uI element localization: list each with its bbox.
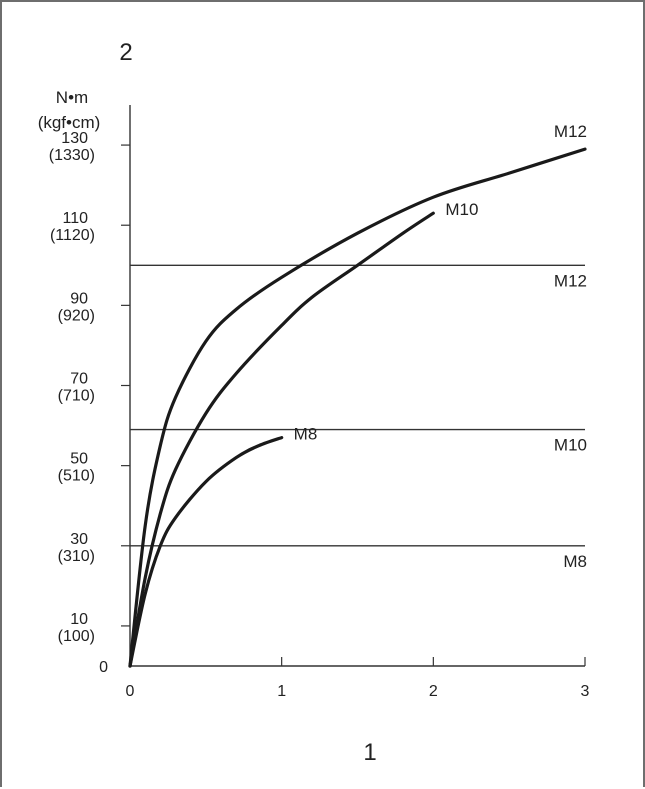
x-axis-label: 1 bbox=[363, 739, 376, 766]
y-tick-label: 70 bbox=[70, 371, 88, 388]
y-tick-label: 130 bbox=[61, 130, 88, 147]
y-tick-sublabel: (920) bbox=[58, 307, 95, 324]
y-tick-sublabel: (510) bbox=[58, 468, 95, 485]
y-tick-sublabel: (100) bbox=[58, 628, 95, 645]
x-tick-label: 3 bbox=[581, 683, 590, 700]
reference-line-label: M10 bbox=[554, 436, 587, 455]
y-tick-sublabel: (710) bbox=[58, 388, 95, 405]
panel-label: 2 bbox=[119, 39, 132, 66]
y-tick-sublabel: (310) bbox=[58, 548, 95, 565]
y-axis-unit-label: (kgf•cm) bbox=[38, 113, 101, 132]
y-tick-label: 30 bbox=[70, 531, 88, 548]
reference-line-label: M8 bbox=[563, 552, 587, 571]
series-label: M8 bbox=[294, 425, 318, 444]
x-tick-label: 1 bbox=[277, 683, 286, 700]
y-tick-sublabel: (1330) bbox=[49, 147, 95, 164]
y-tick-label: 50 bbox=[70, 451, 88, 468]
y-tick-sublabel: (1120) bbox=[50, 227, 95, 244]
y-tick-label: 0 bbox=[99, 659, 108, 676]
series-line-m8 bbox=[128, 436, 284, 668]
series-label: M12 bbox=[554, 122, 587, 141]
series-line-m12 bbox=[128, 147, 587, 668]
y-tick-label: 90 bbox=[70, 290, 88, 307]
reference-line-label: M12 bbox=[554, 271, 587, 290]
y-tick-label: 10 bbox=[70, 611, 88, 628]
series-label: M10 bbox=[445, 200, 478, 219]
x-tick-label: 0 bbox=[126, 683, 135, 700]
series-line-m10 bbox=[128, 211, 435, 668]
y-axis-label: N•m bbox=[56, 88, 88, 107]
x-tick-label: 2 bbox=[429, 683, 438, 700]
y-tick-label: 110 bbox=[62, 210, 88, 227]
